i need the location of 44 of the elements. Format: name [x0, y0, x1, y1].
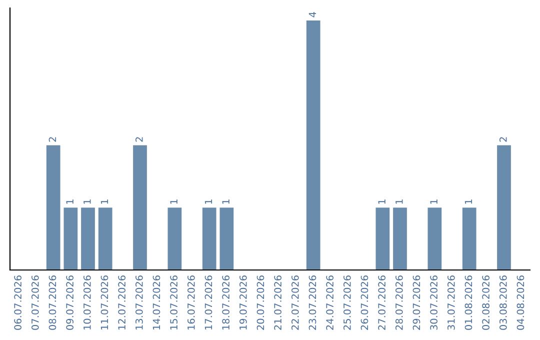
x-tick-label: 15.07.2026 — [170, 275, 178, 330]
x-tick-label: 29.07.2026 — [412, 275, 420, 330]
x-tick-label: 26.07.2026 — [360, 275, 368, 330]
x-tick-label: 06.07.2026 — [14, 275, 22, 330]
x-tick-label: 11.07.2026 — [100, 275, 108, 330]
data-label: 1 — [84, 200, 91, 204]
x-tick-label: 16.07.2026 — [187, 275, 195, 330]
data-label: 1 — [66, 200, 74, 204]
data-label: 2 — [135, 137, 143, 142]
x-tick-label: 20.07.2026 — [256, 275, 264, 330]
x-tick-label: 07.07.2026 — [31, 275, 39, 330]
data-label: 1 — [204, 200, 212, 204]
x-tick-label: 30.07.2026 — [430, 275, 438, 330]
x-tick-label: 23.07.2026 — [308, 275, 316, 330]
x-tick-label: 28.07.2026 — [395, 275, 403, 330]
data-label: 4 — [308, 12, 316, 18]
x-tick-label: 31.07.2026 — [447, 275, 455, 330]
x-tick-label: 12.07.2026 — [118, 275, 126, 330]
x-tick-label: 27.07.2026 — [378, 275, 386, 330]
data-label: 1 — [430, 200, 438, 204]
data-label: 1 — [222, 200, 230, 204]
x-tick-label: 08.07.2026 — [48, 275, 56, 330]
x-tick-label: 01.08.2026 — [464, 275, 472, 330]
x-tick-label: 10.07.2026 — [83, 275, 91, 330]
x-tick-label: 14.07.2026 — [152, 275, 160, 330]
x-tick-label: 03.08.2026 — [499, 275, 507, 330]
x-tick-label: 13.07.2026 — [135, 275, 143, 330]
x-tick-label: 02.08.2026 — [482, 275, 490, 330]
x-tick-label: 22.07.2026 — [291, 275, 299, 330]
x-tick-label: 09.07.2026 — [66, 275, 74, 330]
data-label: 1 — [396, 200, 403, 204]
x-tick-label: 24.07.2026 — [326, 275, 334, 330]
data-label: 1 — [464, 200, 472, 204]
x-tick-label: 18.07.2026 — [222, 275, 230, 330]
data-label: 1 — [378, 200, 386, 204]
data-label: 2 — [499, 137, 507, 142]
x-tick-label: 25.07.2026 — [343, 275, 351, 330]
x-tick-label: 21.07.2026 — [274, 275, 282, 330]
x-tick-label: 17.07.2026 — [204, 275, 212, 330]
data-label: 1 — [100, 200, 108, 204]
data-label: 1 — [170, 200, 178, 204]
x-tick-label: 19.07.2026 — [239, 275, 247, 330]
x-tick-label: 04.08.2026 — [516, 275, 524, 330]
data-label: 2 — [48, 137, 56, 142]
